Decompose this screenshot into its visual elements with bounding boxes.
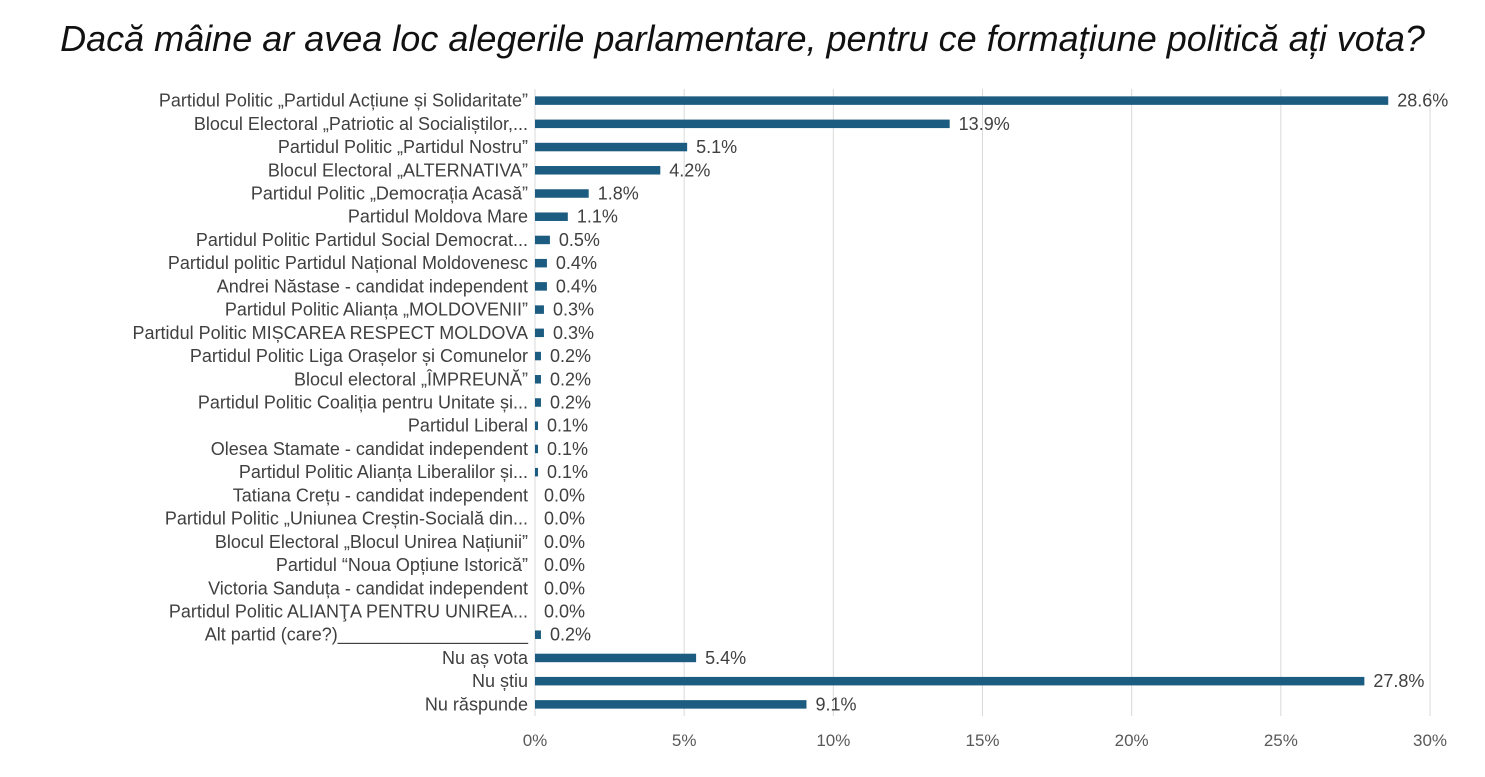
x-tick-label: 25%: [1264, 731, 1298, 750]
category-label: Blocul Electoral „Blocul Unirea Națiunii…: [215, 532, 528, 552]
data-label: 0.0%: [544, 509, 585, 529]
category-label: Partidul Politic „Partidul Nostru”: [278, 137, 528, 157]
category-label: Nu știu: [472, 671, 528, 691]
gridlines: [534, 89, 1431, 716]
data-label: 0.1%: [547, 462, 588, 482]
category-label: Partidul Politic Alianța Liberalilor și.…: [239, 462, 528, 482]
category-label: Partidul Politic „Partidul Acțiune și So…: [159, 91, 528, 111]
data-label: 9.1%: [815, 694, 856, 714]
category-label: Partidul Politic „Democrația Acasă”: [251, 184, 528, 204]
category-label: Tatiana Crețu - candidat independent: [233, 485, 528, 505]
data-label: 0.0%: [544, 602, 585, 622]
data-label: 0.0%: [544, 555, 585, 575]
bar: [535, 142, 688, 152]
bar: [535, 235, 550, 245]
category-label: Partidul Politic Partidul Social Democra…: [196, 230, 528, 250]
bar: [535, 305, 544, 314]
bar: [535, 189, 589, 198]
data-label: 1.8%: [598, 184, 639, 204]
bar: [535, 467, 538, 477]
category-label: Partidul Politic Coaliția pentru Unitate…: [198, 393, 528, 413]
category-label: Olesea Stamate - candidat independent: [211, 439, 528, 459]
bar: [535, 398, 541, 407]
x-tick-label: 30%: [1413, 731, 1447, 750]
data-label: 0.2%: [550, 625, 591, 645]
category-label: Partidul politic Partidul Național Moldo…: [168, 253, 528, 273]
bar: [535, 653, 697, 663]
category-label: Partidul Politic Alianța „MOLDOVENII”: [225, 300, 528, 320]
category-label: Blocul Electoral „ALTERNATIVA”: [268, 160, 528, 180]
category-label: Blocul electoral „ÎMPREUNĂ”: [294, 369, 528, 389]
category-label: Partidul Politic MIȘCAREA RESPECT MOLDOV…: [133, 323, 528, 343]
chart-title: Dacă mâine ar avea loc alegerile parlame…: [60, 18, 1425, 59]
x-tick-label: 5%: [672, 731, 697, 750]
category-label: Nu aș vota: [442, 648, 529, 668]
bar: [535, 212, 568, 221]
data-label: 0.1%: [547, 439, 588, 459]
data-label: 13.9%: [959, 114, 1010, 134]
data-label: 0.4%: [556, 276, 597, 296]
category-label: Partidul Politic Liga Orașelor și Comune…: [190, 346, 528, 366]
x-axis-ticks: 0% 5% 10% 15% 20% 25% 30%: [523, 731, 1447, 750]
category-label: Partidul Politic „Uniunea Creștin-Social…: [165, 509, 528, 529]
data-label: 0.0%: [544, 578, 585, 598]
data-label: 0.2%: [550, 369, 591, 389]
data-label: 4.2%: [669, 160, 710, 180]
bar: [535, 119, 950, 129]
bar: [535, 96, 1389, 105]
x-tick-label: 10%: [816, 731, 850, 750]
data-label: 5.1%: [696, 137, 737, 157]
x-tick-label: 20%: [1115, 731, 1149, 750]
category-label: Victoria Sanduța - candidat independent: [208, 578, 528, 598]
data-label: 0.3%: [553, 300, 594, 320]
data-label: 0.2%: [550, 346, 591, 366]
data-label: 1.1%: [577, 207, 618, 227]
category-label: Alt partid (care?)___________________: [205, 625, 529, 646]
bar: [535, 351, 541, 361]
bar: [535, 282, 547, 291]
bar: [535, 421, 538, 430]
data-label: 0.5%: [559, 230, 600, 250]
data-label: 0.0%: [544, 485, 585, 505]
data-label: 0.0%: [544, 532, 585, 552]
value-labels: 28.6% 13.9% 5.1% 4.2% 1.8% 1.1% 0.5% 0.4% 0.4% 0.…: [544, 91, 1448, 715]
x-tick-label: 0%: [523, 731, 548, 750]
bar: [535, 444, 538, 454]
bar: [535, 166, 661, 175]
data-label: 0.4%: [556, 253, 597, 273]
category-label: Partidul Moldova Mare: [348, 207, 528, 227]
category-label: Nu răspunde: [425, 694, 528, 714]
bar: [535, 328, 544, 338]
category-label: Partidul “Noua Opțiune Istorică”: [276, 555, 528, 575]
data-label: 0.1%: [547, 416, 588, 436]
category-labels: Partidul Politic „Partidul Acțiune și So…: [133, 91, 529, 715]
data-label: 0.3%: [553, 323, 594, 343]
category-label: Blocul Electoral „Patriotic al Socialișt…: [194, 114, 528, 134]
data-label: 27.8%: [1373, 671, 1424, 691]
bar: [535, 676, 1365, 686]
category-label: Andrei Năstase - candidat independent: [217, 276, 528, 296]
x-tick-label: 15%: [965, 731, 999, 750]
bar: [535, 700, 807, 709]
bar: [535, 258, 547, 268]
category-label: Partidul Politic ALIANŢA PENTRU UNIREA..…: [169, 602, 528, 622]
data-label: 0.2%: [550, 393, 591, 413]
data-label: 5.4%: [705, 648, 746, 668]
bar: [535, 630, 541, 639]
bar: [535, 375, 541, 384]
bars: [535, 96, 1389, 709]
data-label: 28.6%: [1397, 91, 1448, 111]
category-label: Partidul Liberal: [408, 416, 528, 436]
